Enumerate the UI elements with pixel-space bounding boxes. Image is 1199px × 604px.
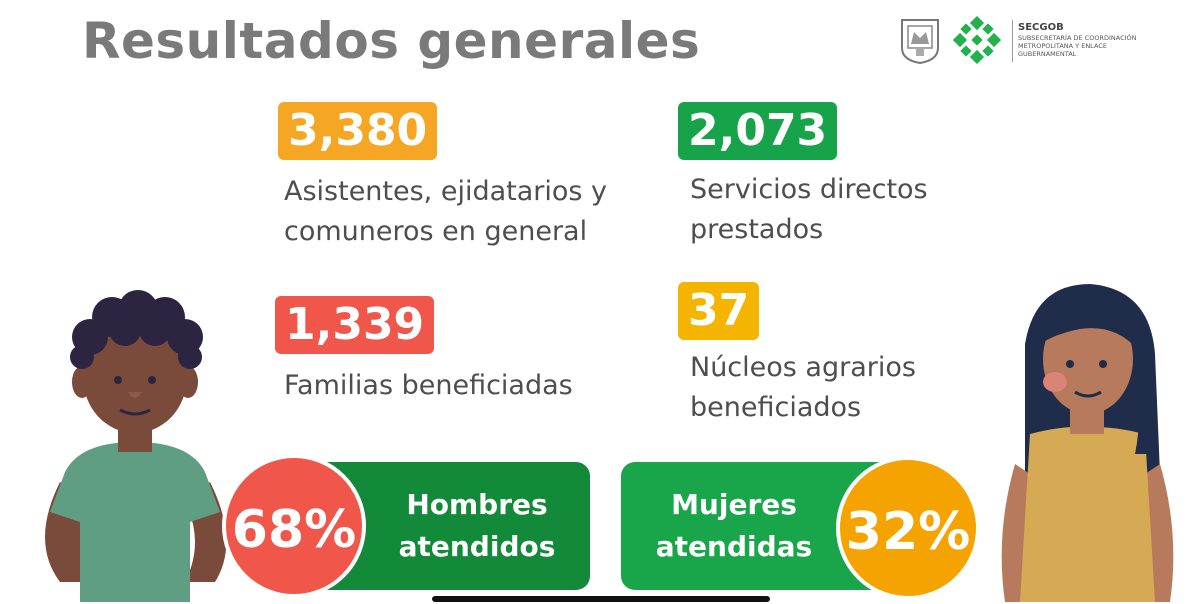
- stat-label-line: Servicios directos: [690, 174, 928, 205]
- stat-label-line: beneficiados: [690, 392, 862, 423]
- stat-label-nucleos: Núcleos agrarios beneficiados: [690, 348, 916, 428]
- men-label-line: Hombres: [406, 488, 548, 521]
- stat-value-nucleos: 37: [678, 282, 760, 340]
- logo-divider: [1012, 20, 1013, 62]
- logo-line-2: METROPOLITANA Y ENLACE: [1018, 42, 1107, 50]
- women-label-line: atendidas: [655, 530, 813, 563]
- men-percent-circle: 68%: [222, 454, 366, 598]
- logo-text: SECGOB SUBSECRETARÍA DE COORDINACIÓN MET…: [1018, 22, 1178, 58]
- stat-label-servicios: Servicios directos prestados: [690, 170, 928, 250]
- man-illustration-icon: [45, 290, 227, 602]
- logo-line-1: SUBSECRETARÍA DE COORDINACIÓN: [1018, 34, 1137, 42]
- cdmx-seal-icon: [901, 19, 939, 64]
- stat-value-servicios: 2,073: [678, 102, 838, 160]
- stat-label-asistentes: Asistentes, ejidatarios y comuneros en g…: [284, 172, 607, 252]
- stat-label-line: Asistentes, ejidatarios y: [284, 176, 608, 207]
- stat-value-familias: 1,339: [275, 296, 435, 354]
- woman-illustration-icon: [1001, 284, 1174, 602]
- home-indicator-bar: [432, 596, 770, 602]
- stat-label-line: prestados: [690, 214, 824, 245]
- page-title: Resultados generales: [82, 12, 701, 70]
- stat-label-familias: Familias beneficiadas: [284, 366, 573, 406]
- logo-org: SECGOB: [1018, 22, 1064, 33]
- women-label-line: Mujeres: [671, 488, 797, 521]
- women-percent-circle: 32%: [836, 456, 980, 600]
- stat-label-line: comuneros en general: [284, 216, 588, 247]
- cdmx-logo-icon: [953, 16, 1001, 64]
- stat-label-line: Núcleos agrarios: [690, 352, 916, 383]
- stat-label-line: Familias beneficiadas: [284, 370, 573, 401]
- logo-line-3: GUBERNAMENTAL: [1018, 50, 1077, 58]
- stat-value-asistentes: 3,380: [278, 102, 438, 160]
- men-label-line: atendidos: [398, 530, 556, 563]
